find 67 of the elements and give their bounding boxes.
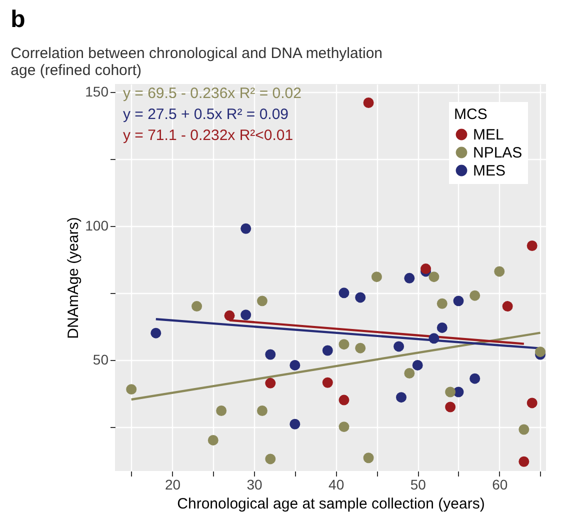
point xyxy=(436,322,448,333)
point xyxy=(338,339,350,350)
x-tick-label: 60 xyxy=(492,476,508,492)
legend-label: NPLAS xyxy=(473,144,522,162)
point xyxy=(265,454,276,464)
x-tick-label: 40 xyxy=(328,476,344,492)
point xyxy=(453,296,464,306)
x-axis-title: Chronological age at sample collection (years) xyxy=(177,496,485,512)
point xyxy=(208,434,218,446)
point xyxy=(363,452,374,464)
point xyxy=(150,328,162,338)
point xyxy=(290,360,300,370)
point xyxy=(126,384,137,395)
annotation: y = 69.5 - 0.236x R² = 0.02 xyxy=(123,85,302,102)
point xyxy=(363,98,374,108)
point xyxy=(290,418,300,430)
point xyxy=(445,402,456,412)
x-tick-label: 20 xyxy=(164,476,181,492)
chart-title: Correlation between chronological and DNA methylation age (refined cohort) xyxy=(10,45,383,79)
point xyxy=(265,378,276,388)
point xyxy=(322,377,333,388)
point xyxy=(535,346,546,358)
point xyxy=(322,345,333,356)
point xyxy=(256,296,268,306)
point xyxy=(355,292,366,303)
point xyxy=(394,341,404,352)
point xyxy=(518,456,530,467)
point xyxy=(224,310,235,321)
x-tick-label: 30 xyxy=(246,476,263,492)
text: b xyxy=(10,6,26,33)
point xyxy=(338,394,350,406)
x-tick-label: 50 xyxy=(410,476,426,492)
legend-label: MES xyxy=(473,162,506,180)
point xyxy=(445,386,456,398)
point xyxy=(428,333,440,344)
point xyxy=(420,264,432,274)
point xyxy=(494,266,505,277)
point xyxy=(502,301,513,312)
legend-title: MCS xyxy=(454,106,488,123)
legend-label: MEL xyxy=(473,126,504,144)
y-tick-label: 50 xyxy=(92,351,109,368)
point xyxy=(265,349,276,360)
point xyxy=(256,406,268,416)
annotation: y = 71.1 - 0.232x R²<0.01 xyxy=(123,127,294,144)
point xyxy=(396,392,406,403)
point xyxy=(526,240,538,251)
point xyxy=(518,424,530,435)
point xyxy=(404,368,415,378)
point xyxy=(428,272,440,282)
y-axis-title: DNAmAge (years) xyxy=(65,217,82,339)
point xyxy=(240,310,252,320)
point xyxy=(436,298,448,309)
y-tick-label: 100 xyxy=(85,217,109,234)
point xyxy=(412,360,423,370)
point xyxy=(526,398,538,408)
point xyxy=(216,406,227,416)
point xyxy=(470,373,480,384)
point xyxy=(338,422,350,432)
y-tick-label: 150 xyxy=(85,84,109,100)
point xyxy=(338,288,350,298)
point xyxy=(192,301,202,312)
point xyxy=(470,290,480,301)
annotation: y = 27.5 + 0.5x R² = 0.09 xyxy=(123,106,289,123)
point xyxy=(355,342,366,354)
point xyxy=(371,272,382,282)
point xyxy=(404,272,415,284)
point xyxy=(240,223,252,234)
